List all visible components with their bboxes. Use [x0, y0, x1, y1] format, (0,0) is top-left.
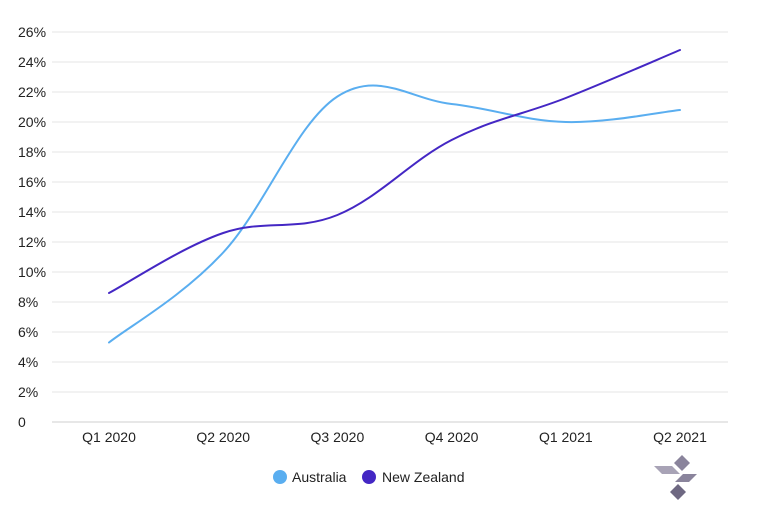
y-tick-label: 2%	[18, 384, 38, 400]
x-tick-label: Q2 2021	[653, 429, 707, 445]
y-tick-label: 16%	[18, 174, 46, 190]
series-line-new-zealand	[108, 49, 681, 294]
y-tick-label: 22%	[18, 84, 46, 100]
x-tick-label: Q2 2020	[196, 429, 250, 445]
y-tick-label: 26%	[18, 24, 46, 40]
logo-diamond-top	[674, 455, 690, 471]
series-line-australia	[108, 84, 681, 344]
x-tick-label: Q1 2020	[82, 429, 136, 445]
y-axis: 0 2% 4% 6% 8% 10% 12% 14% 16% 18% 20% 22% 24% 26%	[18, 24, 46, 430]
x-axis: Q1 2020 Q2 2020 Q3 2020 Q4 2020 Q1 2021 Q2 20…	[82, 429, 707, 445]
x-tick-label: Q1 2021	[539, 429, 593, 445]
brand-logo	[654, 455, 697, 500]
legend-marker	[273, 470, 287, 484]
legend: Australia New Zealand	[273, 469, 465, 485]
y-tick-label: 8%	[18, 294, 38, 310]
legend-marker	[362, 470, 376, 484]
x-tick-label: Q3 2020	[311, 429, 365, 445]
legend-label: New Zealand	[382, 469, 465, 485]
x-tick-label: Q4 2020	[425, 429, 479, 445]
y-tick-label: 6%	[18, 324, 38, 340]
y-tick-label: 4%	[18, 354, 38, 370]
logo-diamond-left	[654, 466, 680, 474]
y-tick-label: 0	[18, 414, 26, 430]
logo-diamond-right	[675, 474, 697, 482]
y-tick-label: 20%	[18, 114, 46, 130]
y-tick-label: 18%	[18, 144, 46, 160]
grid-lines	[52, 31, 728, 423]
legend-label: Australia	[292, 469, 347, 485]
y-tick-label: 14%	[18, 204, 46, 220]
series-lines	[108, 49, 681, 344]
y-tick-label: 24%	[18, 54, 46, 70]
y-tick-label: 10%	[18, 264, 46, 280]
logo-diamond-bottom	[670, 484, 686, 500]
y-tick-label: 12%	[18, 234, 46, 250]
